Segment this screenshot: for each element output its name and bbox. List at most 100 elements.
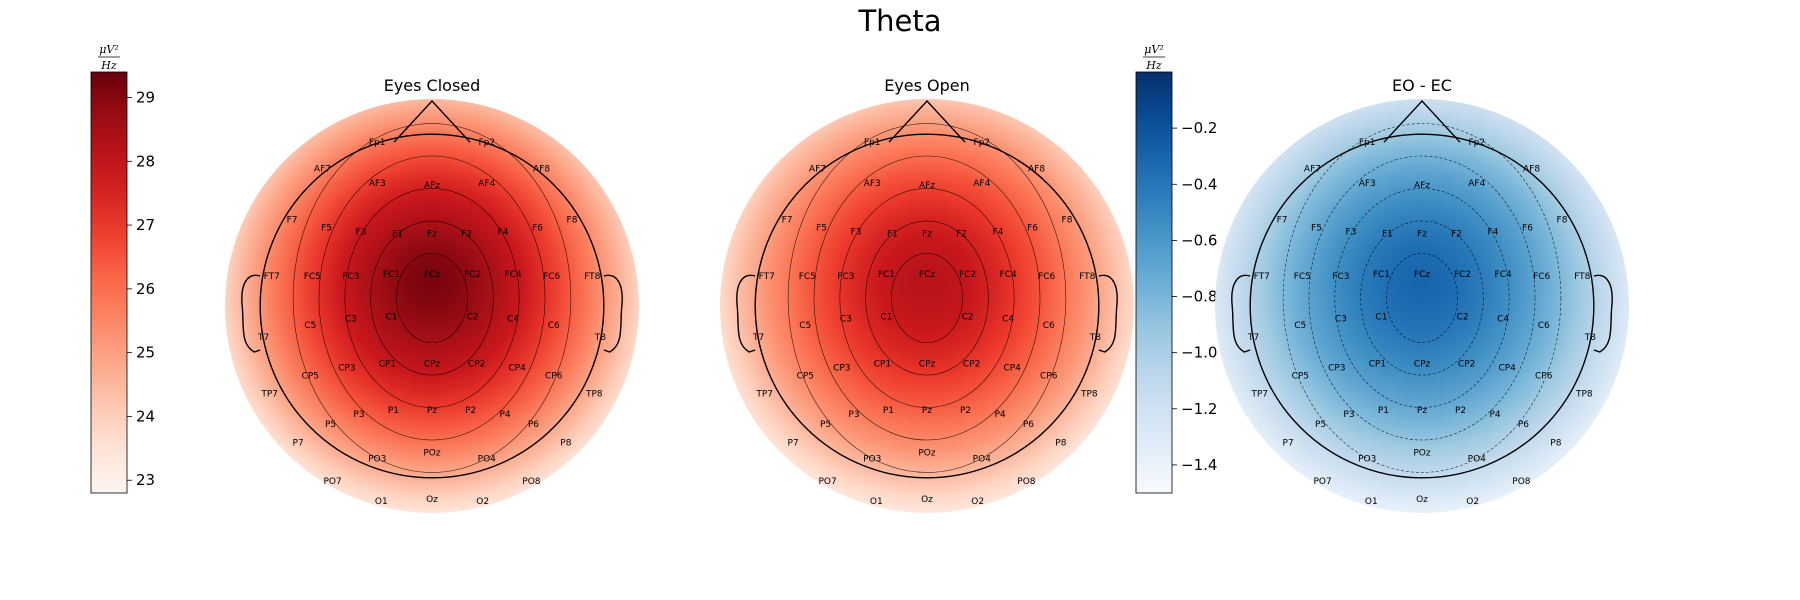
electrode-label: AF8 (1523, 165, 1540, 175)
electrode-label: C5 (304, 321, 316, 331)
electrode-label: FC3 (837, 272, 854, 282)
electrode-label: F4 (498, 227, 509, 237)
electrode-label: CP3 (338, 363, 355, 373)
electrode-label: T7 (1247, 333, 1259, 343)
electrode-label: FC2 (1454, 270, 1471, 280)
electrode-label: Fp1 (1359, 138, 1376, 148)
electrode-label: F3 (1346, 227, 1357, 237)
colorbar-difference-bar (1135, 71, 1173, 494)
electrode-label: POz (918, 449, 936, 459)
electrode-label: FCz (424, 270, 440, 280)
electrode-label: AF4 (1468, 179, 1485, 189)
electrode-label: AFz (1414, 181, 1430, 191)
electrode-label: AF7 (314, 165, 331, 175)
electrode-label: P8 (1055, 438, 1066, 448)
contour-line (787, 123, 1067, 473)
contour-line (1386, 253, 1458, 343)
topomap-2: Eyes Open Fp1 Fp2 AF7 AF3 AFz AF4 AF8 F7 F5 F3 F1 Fz… (720, 76, 1134, 513)
electrode-label: AFz (919, 181, 935, 191)
electrode-label: PO7 (323, 477, 341, 487)
head-outline (754, 133, 1100, 479)
electrode-label: C5 (1294, 321, 1306, 331)
electrode-label: Fp2 (973, 138, 990, 148)
electrode-label: F5 (1311, 223, 1322, 233)
electrode-label: O2 (1466, 497, 1479, 507)
colorbar-power: 23 24 25 26 27 28 29 μV² Hz (90, 43, 155, 494)
electrode-label: CP3 (1328, 363, 1345, 373)
colorbar-power-bar (90, 71, 128, 494)
contour-line (344, 188, 520, 408)
electrode-label: F6 (1027, 223, 1038, 233)
contour-lines (292, 123, 572, 473)
electrode-label: TP8 (585, 390, 603, 400)
colorbar-power-unit-numerator: μV² (99, 43, 119, 56)
electrode-label: C1 (385, 313, 397, 323)
electrode-label: CP6 (1040, 371, 1058, 381)
electrode-label: P8 (1550, 438, 1561, 448)
electrode-label: F1 (1382, 229, 1393, 239)
electrode-label: P6 (528, 420, 539, 430)
electrode-label: O2 (476, 497, 489, 507)
electrode-label: F7 (1277, 215, 1288, 225)
nose-outline (1383, 99, 1461, 143)
electrode-label: CP1 (1369, 359, 1386, 369)
electrode-label: F3 (851, 227, 862, 237)
colorbar-difference-tick-label: −0.2 (1181, 119, 1217, 137)
electrode-label: FT7 (264, 272, 280, 282)
electrode-label: C6 (1043, 321, 1055, 331)
electrode-label: C6 (1538, 321, 1550, 331)
electrode-label: P3 (848, 410, 859, 420)
colorbar-difference-unit-denominator: Hz (1145, 59, 1162, 72)
electrode-label: P8 (560, 438, 571, 448)
head-outline (259, 133, 605, 479)
contour-line (1308, 155, 1536, 441)
topomap-field (1215, 99, 1629, 513)
electrode-label: AF8 (1028, 165, 1045, 175)
electrode-label: F7 (782, 215, 793, 225)
nose-outline (888, 99, 966, 143)
electrode-label: CP4 (1003, 363, 1021, 373)
electrode-label: FC1 (383, 270, 400, 280)
electrode-label: F5 (321, 223, 332, 233)
topomap-1: Eyes Closed Fp1 Fp2 AF7 AF3 AFz AF4 AF8 F7 F5 F3 F1… (225, 76, 639, 513)
contour-line (318, 155, 546, 441)
colorbar-power-tick-label: 25 (136, 344, 155, 362)
electrode-label: AF3 (864, 179, 881, 189)
electrode-label: C6 (548, 321, 560, 331)
electrode-label: FC2 (959, 270, 976, 280)
electrode-label: F2 (461, 229, 472, 239)
electrode-label: FT7 (1254, 272, 1270, 282)
colorbar-power-tick-label: 24 (136, 407, 155, 425)
electrode-label: TP7 (260, 390, 278, 400)
contour-line (1360, 220, 1484, 376)
colorbar-difference-tick-label: −1.0 (1181, 344, 1217, 362)
electrode-label: CP2 (963, 359, 980, 369)
electrode-label: F4 (1488, 227, 1499, 237)
electrode-labels: Fp1 Fp2 AF7 AF3 AFz AF4 AF8 F7 F5 F3 F1 Fz F2 F4 F6 F8 F… (257, 138, 606, 507)
electrode-labels: Fp1 Fp2 AF7 AF3 AFz AF4 AF8 F7 F5 F3 F1 Fz F2 F4 F6 F8 F… (752, 138, 1101, 507)
contour-line (396, 253, 468, 343)
electrode-label: PO7 (818, 477, 836, 487)
electrode-label: FC6 (1038, 272, 1055, 282)
colorbar-difference-tick-label: −1.4 (1181, 456, 1217, 474)
electrode-label: CP3 (833, 363, 850, 373)
electrode-label: P4 (994, 410, 1005, 420)
electrode-label: P6 (1023, 420, 1034, 430)
electrode-label: Oz (426, 495, 438, 505)
contour-line (370, 220, 494, 376)
right-ear-outline (1098, 274, 1118, 353)
electrode-label: PO3 (863, 455, 881, 465)
colorbar-difference-tick-label: −1.2 (1181, 400, 1217, 418)
electrode-label: F1 (887, 229, 898, 239)
electrode-label: FC4 (505, 270, 522, 280)
topomap-field (720, 99, 1134, 513)
electrode-label: FC5 (1294, 272, 1311, 282)
electrode-label: AF7 (1304, 165, 1321, 175)
electrode-label: F3 (356, 227, 367, 237)
electrode-label: FT8 (584, 272, 601, 282)
electrode-label: C4 (507, 315, 519, 325)
left-ear-outline (241, 274, 261, 353)
colorbar-difference-tick-label: −0.6 (1181, 231, 1217, 249)
electrode-label: TP7 (755, 390, 773, 400)
electrode-label: Fp2 (1468, 138, 1485, 148)
